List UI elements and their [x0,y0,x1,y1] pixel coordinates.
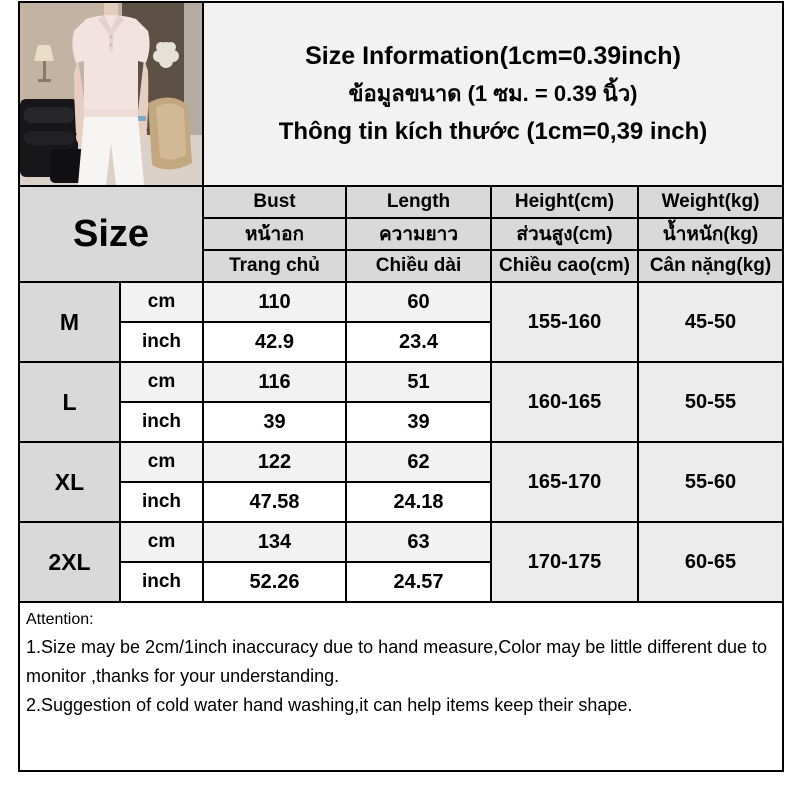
height-header-vi: Chiều cao(cm) [490,249,639,283]
xl-length-inch: 24.18 [345,481,492,523]
neck [104,4,118,17]
2xl-height: 170-175 [490,521,639,603]
size-chart-sheet: Size Information(1cm=0.39inch) ข้อมูลขนา… [17,1,785,772]
m-length-cm: 60 [345,281,492,323]
title-block: Size Information(1cm=0.39inch) ข้อมูลขนา… [201,1,785,187]
l-length-inch: 39 [345,401,492,443]
2xl-bust-cm: 134 [202,521,347,563]
unit-cm: cm [119,281,204,323]
m-length-inch: 23.4 [345,321,492,363]
collar [98,15,124,37]
xl-weight: 55-60 [636,441,785,523]
xl-length-cm: 62 [345,441,492,483]
m-weight: 45-50 [636,281,785,363]
height-header-en: Height(cm) [490,185,639,219]
row-xl-inch: inch 47.58 24.18 [19,481,783,523]
product-photo [18,1,204,187]
pink-polo-top [72,15,150,119]
bust-header-th: หน้าอก [202,217,347,251]
2xl-weight: 60-65 [636,521,785,603]
header-row-vi: Trang chủ Chiều dài Chiều cao(cm) Cân nặ… [19,249,785,283]
attention-line-1: 1.Size may be 2cm/1inch inaccuracy due t… [26,637,768,686]
attention-line-2: 2.Suggestion of cold water hand washing,… [26,695,633,715]
title-vietnamese: Thông tin kích thước (1cm=0,39 inch) [278,118,708,145]
unit-cm: cm [119,441,204,483]
bust-header-vi: Trang chủ [202,249,347,283]
2xl-bust-inch: 52.26 [202,561,347,603]
length-header-th: ความยาว [345,217,492,251]
row-l-inch: inch 39 39 [19,401,783,443]
row-l-cm: L cm 116 51 160-165 50-55 [18,361,785,443]
weight-header-vi: Cân nặng(kg) [636,249,785,283]
bust-header-en: Bust [202,185,347,219]
model-figure [72,4,150,184]
unit-inch: inch [119,561,204,603]
row-m-inch: inch 42.9 23.4 [19,321,783,363]
placket [109,29,113,51]
l-length-cm: 51 [345,361,492,403]
size-label-xl: XL [18,441,121,523]
size-label-m: M [18,281,121,363]
row-2xl-cm: 2XL cm 134 63 170-175 60-65 [18,521,785,603]
2xl-length-inch: 24.57 [345,561,492,603]
l-bust-cm: 116 [202,361,347,403]
weight-header-en: Weight(kg) [636,185,785,219]
xl-height: 165-170 [490,441,639,523]
lamp-icon [34,45,54,82]
height-header-th: ส่วนสูง(cm) [490,217,639,251]
flower-decor-icon [153,42,179,68]
xl-bust-inch: 47.58 [202,481,347,523]
banner-row: Size Information(1cm=0.39inch) ข้อมูลขนา… [18,1,785,187]
2xl-length-cm: 63 [345,521,492,563]
m-bust-cm: 110 [202,281,347,323]
l-height: 160-165 [490,361,639,443]
length-header-en: Length [345,185,492,219]
bracelet [135,116,146,121]
unit-cm: cm [119,521,204,563]
unit-inch: inch [119,321,204,363]
l-weight: 50-55 [636,361,785,443]
attention-row: Attention: 1.Size may be 2cm/1inch inacc… [17,601,785,772]
model-photo-illustration [21,4,201,184]
unit-cm: cm [119,361,204,403]
header-row-en: Size Bust Length Height(cm) Weight(kg) [18,185,785,283]
attention-heading: Attention: [26,611,94,628]
row-m-cm: M cm 110 60 155-160 45-50 [18,281,785,363]
attention-box: Attention: 1.Size may be 2cm/1inch inacc… [17,601,785,772]
weight-header-th: น้ำหนัก(kg) [636,217,785,251]
row-xl-cm: XL cm 122 62 165-170 55-60 [18,441,785,523]
m-bust-inch: 42.9 [202,321,347,363]
unit-inch: inch [119,401,204,443]
xl-bust-cm: 122 [202,441,347,483]
length-header-vi: Chiều dài [345,249,492,283]
size-label-l: L [18,361,121,443]
title-thai: ข้อมูลขนาด (1 ซม. = 0.39 นิ้ว) [348,81,638,106]
row-2xl-inch: inch 52.26 24.57 [19,561,783,603]
size-column-header: Size [18,185,204,283]
m-height: 155-160 [490,281,639,363]
size-table: Size Information(1cm=0.39inch) ข้อมูลขนา… [17,1,785,772]
unit-inch: inch [119,481,204,523]
white-pants [78,117,144,184]
size-label-2xl: 2XL [18,521,121,603]
blanket-shape [148,97,192,170]
l-bust-inch: 39 [202,401,347,443]
header-row-th: หน้าอก ความยาว ส่วนสูง(cm) น้ำหนัก(kg) [19,217,785,251]
title-english: Size Information(1cm=0.39inch) [305,42,681,70]
